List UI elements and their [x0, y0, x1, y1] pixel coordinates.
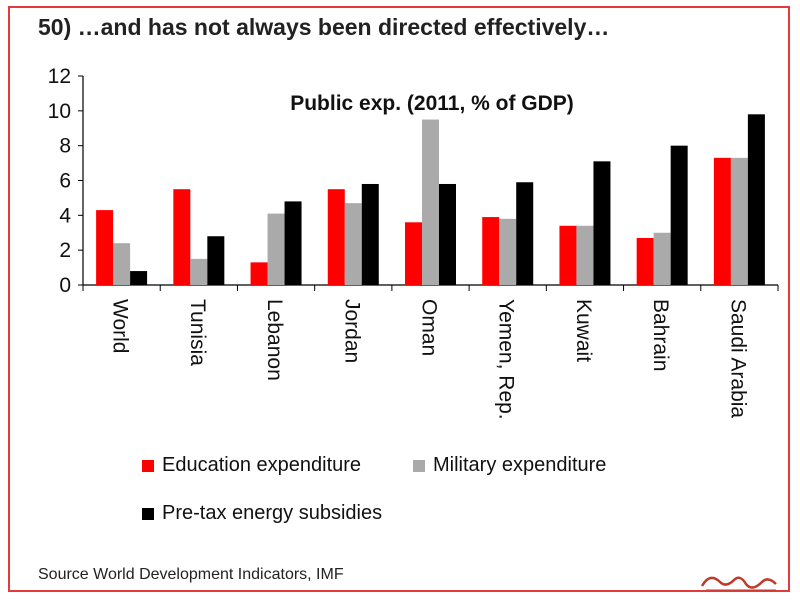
chart-frame [8, 6, 790, 592]
site-watermark-logo [700, 576, 777, 591]
legend-item-education: Education expenditure [142, 454, 361, 477]
x-tick-label: Kuwait [572, 299, 595, 362]
x-tick-label: Yemen, Rep. [495, 299, 518, 420]
y-tick-label: 12 [48, 65, 71, 88]
legend-swatch-education [142, 459, 154, 472]
legend-swatch-subsidies [142, 507, 154, 520]
bar-military-oman [422, 119, 439, 286]
y-tick-label: 10 [48, 100, 71, 123]
bar-military-saudi-arabia [730, 157, 748, 285]
x-tick-label: Oman [418, 299, 441, 356]
bar-military-tunisia [190, 258, 208, 285]
legend-label-education: Education expenditure [162, 454, 362, 476]
bar-education-world [96, 210, 114, 285]
bar-education-oman [405, 222, 422, 285]
source-note: Source World Development Indicators, IMF [38, 566, 344, 583]
legend-label-subsidies: Pre-tax energy subsidies [162, 502, 383, 524]
bar-education-tunisia [173, 189, 191, 285]
bar-subsidies-yemen-rep- [516, 182, 534, 285]
bar-subsidies-jordan [361, 183, 379, 285]
x-tick-label: Saudi Arabia [726, 299, 749, 418]
bar-education-yemen-rep- [482, 217, 500, 285]
bar-subsidies-oman [439, 183, 456, 285]
bar-subsidies-kuwait [593, 161, 611, 285]
bar-military-jordan [344, 203, 362, 285]
page-title: 50) …and has not always been directed ef… [38, 14, 610, 40]
bar-education-lebanon [250, 262, 268, 285]
legend-swatch-military [413, 459, 425, 472]
bar-subsidies-lebanon [284, 201, 302, 285]
bar-subsidies-tunisia [207, 236, 225, 285]
y-tick-label: 4 [59, 204, 71, 227]
legend-item-military: Military expenditure [413, 454, 606, 477]
chart-title: Public exp. (2011, % of GDP) [290, 92, 574, 115]
x-tick-label: Tunisia [186, 299, 209, 366]
x-tick-label: World [109, 299, 132, 353]
y-tick-label: 8 [59, 135, 71, 158]
bar-military-world [113, 243, 131, 285]
legend-item-subsidies: Pre-tax energy subsidies [142, 502, 382, 525]
bar-education-bahrain [636, 237, 654, 285]
y-tick-label: 6 [59, 170, 71, 193]
x-tick-label: Bahrain [649, 299, 672, 371]
y-tick-label: 2 [59, 239, 71, 262]
bar-subsidies-saudi-arabia [747, 114, 765, 285]
x-tick-label: Lebanon [263, 299, 286, 381]
bar-education-jordan [327, 189, 345, 285]
x-tick-label: Jordan [340, 299, 363, 363]
legend-label-military: Military expenditure [433, 454, 607, 476]
bar-military-bahrain [653, 232, 671, 285]
bar-education-saudi-arabia [713, 157, 731, 285]
bar-subsidies-world [130, 271, 148, 285]
bar-education-kuwait [559, 225, 577, 285]
bar-military-kuwait [576, 225, 594, 285]
y-tick-label: 0 [59, 274, 71, 297]
bar-subsidies-bahrain [670, 145, 688, 285]
bar-military-lebanon [267, 213, 285, 285]
bar-military-yemen-rep- [499, 218, 517, 285]
